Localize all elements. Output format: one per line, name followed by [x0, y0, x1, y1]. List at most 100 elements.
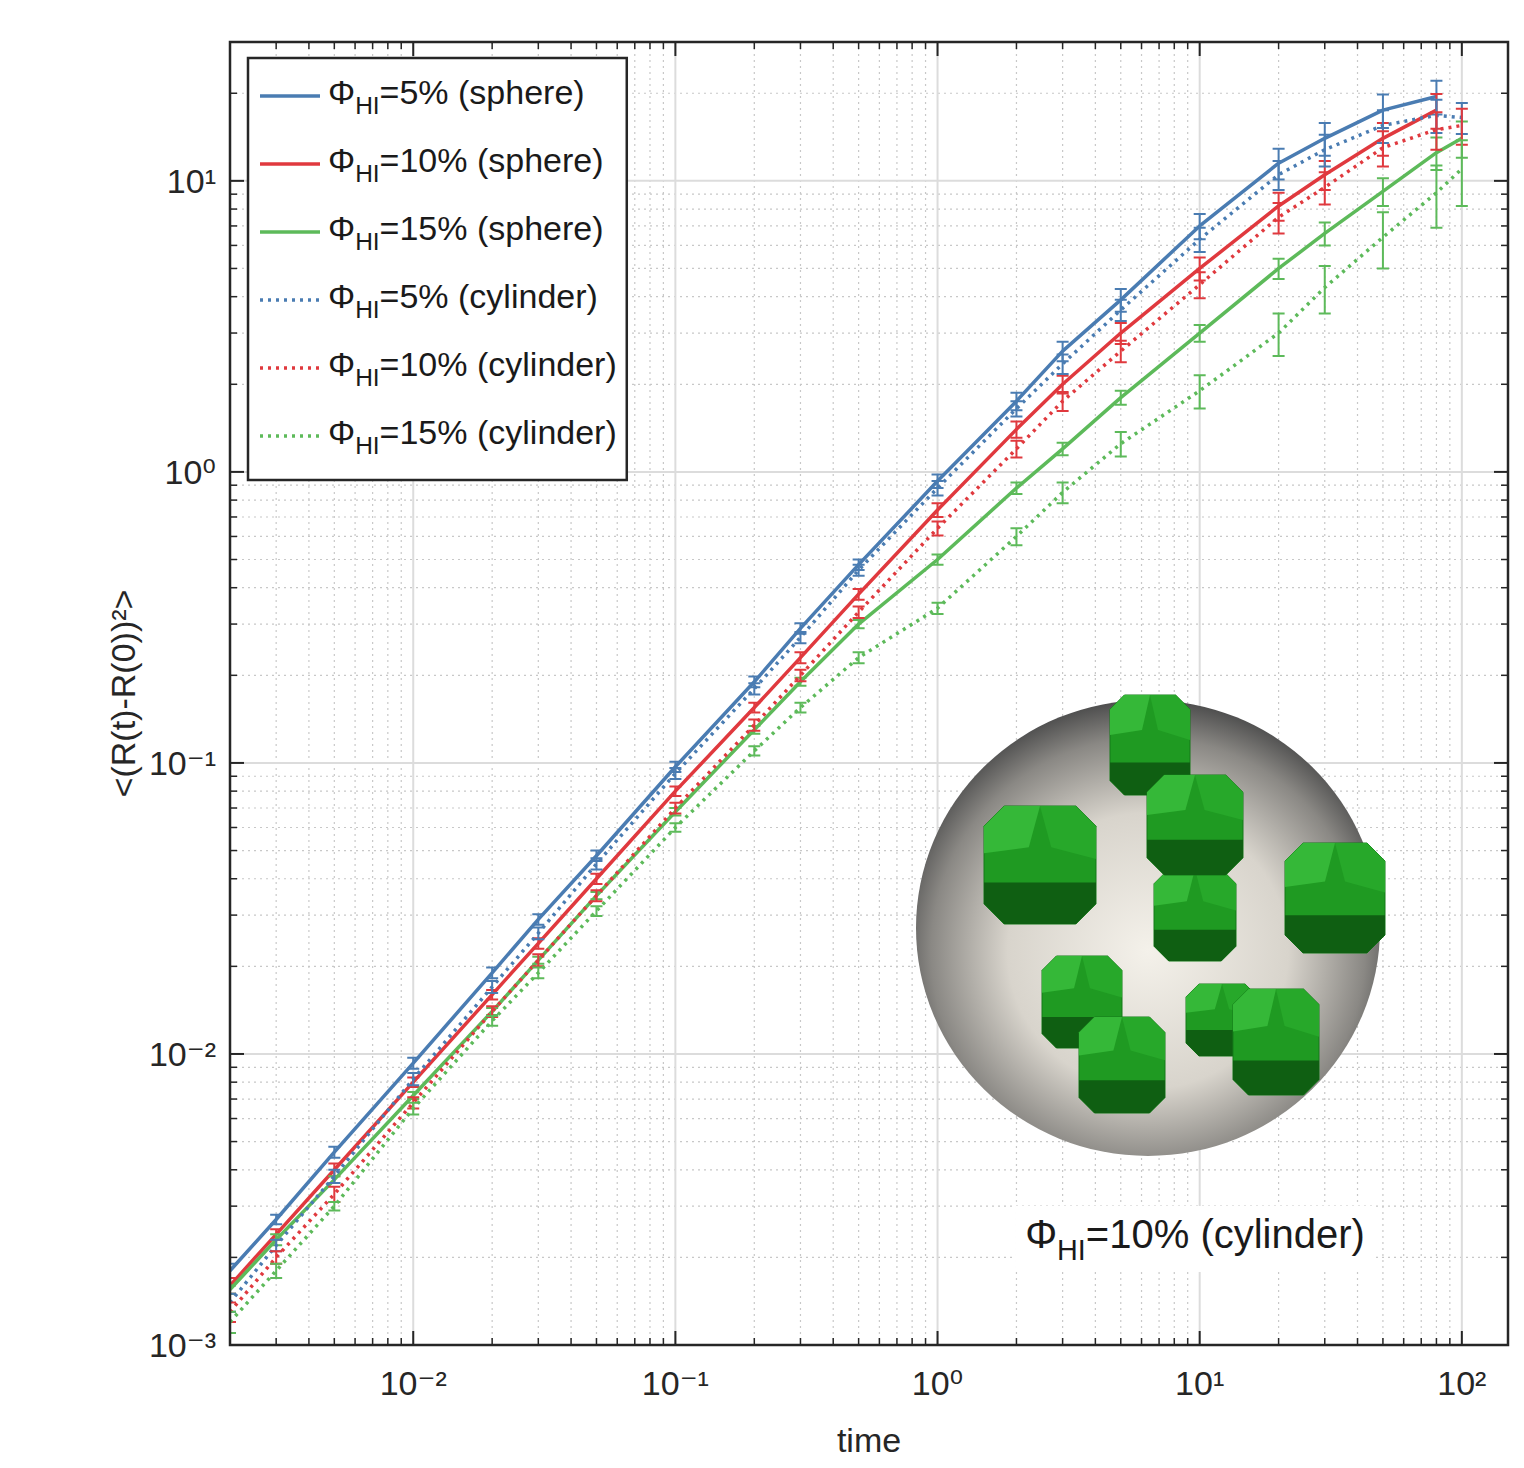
- error-bar: [407, 1103, 419, 1115]
- cylinder-facet: [1040, 806, 1096, 859]
- error-bar: [532, 914, 544, 924]
- error-bar: [794, 652, 806, 663]
- cylinder-body: [1285, 843, 1385, 953]
- cylinder-facet: [1276, 989, 1319, 1037]
- minor-grid-line: [230, 623, 1508, 624]
- error-bar: [1319, 222, 1331, 245]
- error-bar: [794, 670, 806, 681]
- minor-grid-line: [1449, 42, 1450, 1345]
- tick: [230, 471, 244, 473]
- error-bar: [853, 565, 865, 576]
- tick: [1461, 42, 1463, 56]
- cylinder-facet: [1147, 775, 1195, 815]
- tick: [230, 762, 244, 764]
- error-bar: [486, 981, 498, 993]
- x-tick-label: 10⁰: [912, 1364, 963, 1402]
- minor-grid-line: [230, 1098, 1508, 1099]
- cylinder: [1285, 843, 1385, 953]
- text-part: =5% (sphere): [380, 73, 585, 111]
- legend-label: ΦHI=10% (sphere): [328, 141, 604, 187]
- error-bar: [1115, 432, 1127, 456]
- minor-grid-line: [230, 1169, 1508, 1170]
- y-axis-title: <(R(t)-R(0))²>: [104, 590, 142, 798]
- legend-label: ΦHI=15% (sphere): [328, 209, 604, 255]
- error-bar: [590, 890, 602, 901]
- tick: [1199, 42, 1201, 56]
- error-bar: [328, 1187, 340, 1202]
- error-bar: [669, 786, 681, 795]
- text-part: Φ: [328, 277, 355, 315]
- text-subscript: HI: [355, 92, 379, 119]
- annotation-text: ΦHI=10% (cylinder): [1025, 1212, 1365, 1266]
- legend-swatch: [260, 366, 320, 370]
- minor-grid-line: [230, 587, 1508, 588]
- error-bar: [748, 683, 760, 694]
- error-bar: [794, 703, 806, 713]
- y-tick-label: 10⁻²: [149, 1035, 216, 1073]
- cylinder-body: [1233, 989, 1319, 1095]
- cylinder: [1147, 775, 1243, 875]
- error-bar: [853, 652, 865, 663]
- minor-grid-line: [912, 42, 913, 1345]
- error-bar: [1010, 528, 1022, 545]
- error-bar: [532, 927, 544, 939]
- minor-grid-line: [230, 536, 1508, 537]
- error-bar: [1430, 112, 1442, 149]
- cylinder-facet: [1110, 695, 1150, 735]
- series-line: [230, 138, 1462, 1289]
- cylinder-shade: [1147, 840, 1243, 875]
- error-bar: [328, 1202, 340, 1210]
- minor-grid-line: [1421, 42, 1422, 1345]
- error-bar: [590, 858, 602, 869]
- cylinder-shade: [1233, 1060, 1319, 1095]
- cylinder-body: [1147, 775, 1243, 875]
- tick: [412, 1331, 414, 1345]
- error-bar: [1057, 376, 1069, 394]
- annotation: ΦHI=10% (cylinder): [1015, 1206, 1375, 1272]
- error-bar: [1057, 392, 1069, 411]
- error-bar: [532, 968, 544, 979]
- cylinder-facet: [1186, 984, 1222, 1013]
- error-bar: [932, 481, 944, 495]
- text-part: Φ: [328, 413, 355, 451]
- tick: [674, 42, 676, 56]
- grid-line: [230, 762, 1508, 764]
- x-tick-label: 10²: [1437, 1364, 1486, 1402]
- minor-grid-line: [230, 1118, 1508, 1119]
- tick: [1199, 1331, 1201, 1345]
- cylinder-facet: [1082, 956, 1122, 997]
- minor-grid-line: [1403, 42, 1404, 1345]
- tick: [230, 1053, 244, 1055]
- x-axis-title: time: [837, 1421, 901, 1459]
- series-line: [230, 115, 1462, 1302]
- tick: [412, 42, 414, 56]
- error-bar: [532, 954, 544, 966]
- error-bar: [1194, 375, 1206, 408]
- minor-grid-line: [800, 42, 801, 1345]
- cylinder-shade: [984, 883, 1096, 924]
- minor-grid-line: [858, 42, 859, 1345]
- error-bar: [669, 823, 681, 831]
- cylinder-facet: [1042, 956, 1082, 993]
- error-bar: [1273, 314, 1285, 357]
- series-line: [230, 125, 1462, 1311]
- legend-box: [248, 58, 627, 480]
- error-bar: [328, 1147, 340, 1158]
- text-part: =10% (cylinder): [1086, 1212, 1365, 1256]
- cylinder: [1079, 1017, 1165, 1113]
- background: [0, 0, 1524, 1468]
- cylinder-shade: [1154, 930, 1236, 961]
- x-tick-label: 10⁻²: [380, 1364, 447, 1402]
- minor-grid-line: [833, 42, 834, 1345]
- error-bar: [1273, 203, 1285, 233]
- text-part: Φ: [1025, 1212, 1057, 1256]
- text-subscript: HI: [355, 364, 379, 391]
- minor-grid-line: [1436, 42, 1437, 1345]
- error-bar: [1010, 401, 1022, 416]
- inset-illustration: [916, 695, 1385, 1156]
- text-subscript: HI: [355, 228, 379, 255]
- tick: [1494, 762, 1508, 764]
- minor-grid-line: [925, 42, 926, 1345]
- error-bar: [669, 768, 681, 779]
- cylinder-facet: [1285, 843, 1335, 887]
